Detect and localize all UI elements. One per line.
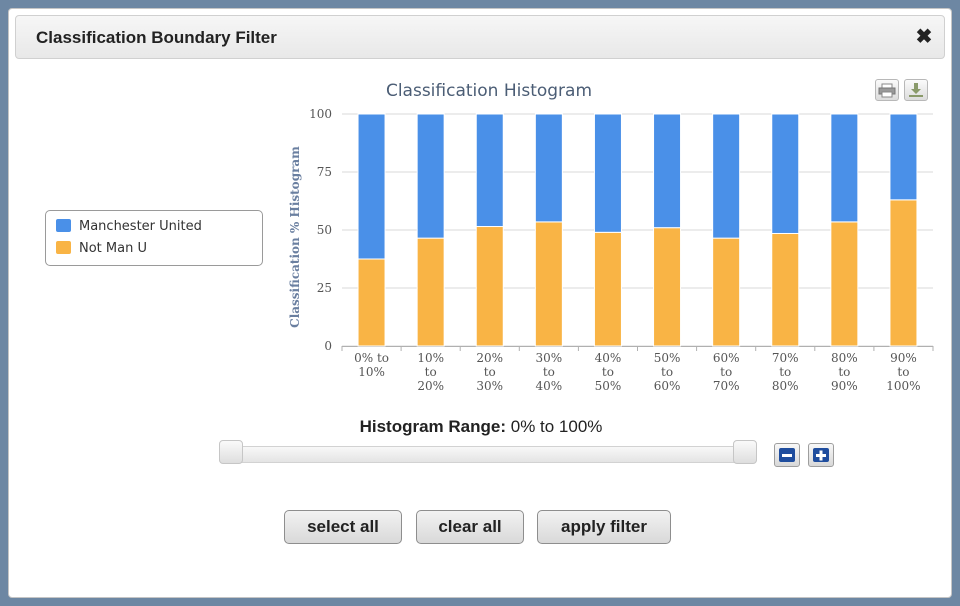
legend-swatch-manchester-united xyxy=(56,219,71,232)
x-tick-label: 60% to 70% xyxy=(713,351,740,393)
x-tick-label: 70% to 80% xyxy=(772,351,799,393)
legend-item-not-man-u[interactable]: Not Man U xyxy=(56,240,147,258)
x-tick-label-line: to xyxy=(661,365,673,379)
x-tick-label-line: 70% xyxy=(772,351,799,365)
x-tick-label: 50% to 60% xyxy=(654,351,681,393)
clear-all-button[interactable]: clear all xyxy=(416,510,524,544)
range-label-value: 0% to 100% xyxy=(510,417,603,436)
x-tick-label: 40% to 50% xyxy=(595,351,622,393)
bar-manchester-united-1[interactable] xyxy=(416,113,445,239)
bar-manchester-united-5[interactable] xyxy=(653,113,682,229)
x-tick-label-line: 50% xyxy=(595,379,622,393)
x-tick-label: 20% to 30% xyxy=(476,351,503,393)
apply-filter-button[interactable]: apply filter xyxy=(537,510,671,544)
x-tick-label-line: 100% xyxy=(886,379,920,393)
plus-icon xyxy=(813,448,829,462)
y-axis-label: Classification % Histogram xyxy=(288,146,302,328)
x-tick-label-line: 90% xyxy=(831,379,858,393)
x-tick-label-line: to xyxy=(425,365,437,379)
dialog-title: Classification Boundary Filter xyxy=(36,28,277,47)
x-tick-label-line: to xyxy=(602,365,614,379)
download-button[interactable] xyxy=(904,79,928,101)
bar-not-man-u-1[interactable] xyxy=(416,237,445,347)
range-label-caption: Histogram Range: xyxy=(359,417,506,436)
legend-label: Not Man U xyxy=(79,241,147,256)
y-tick-label: 50 xyxy=(317,223,332,237)
bars xyxy=(357,113,918,347)
x-tick-label-line: 50% xyxy=(654,351,681,365)
x-tick-label-line: 60% xyxy=(713,351,740,365)
y-tick-label: 100 xyxy=(309,107,332,121)
bar-not-man-u-8[interactable] xyxy=(830,221,859,347)
x-tick-label-line: 20% xyxy=(417,379,444,393)
x-tick-label-line: 80% xyxy=(831,351,858,365)
bar-not-man-u-5[interactable] xyxy=(653,227,682,347)
dialog-titlebar: Classification Boundary Filter ✖ xyxy=(15,15,945,59)
bar-manchester-united-4[interactable] xyxy=(593,113,622,233)
minus-icon xyxy=(779,448,795,462)
x-tick-label-line: 60% xyxy=(654,379,681,393)
y-tick-label: 0 xyxy=(324,339,332,353)
legend-label: Manchester United xyxy=(79,219,202,234)
bar-manchester-united-0[interactable] xyxy=(357,113,386,260)
bar-not-man-u-7[interactable] xyxy=(771,232,800,347)
bar-manchester-united-9[interactable] xyxy=(889,113,918,201)
bar-not-man-u-3[interactable] xyxy=(534,221,563,347)
bar-manchester-united-2[interactable] xyxy=(475,113,504,228)
x-tick-label: 80% to 90% xyxy=(831,351,858,393)
x-tick-label: 90% to 100% xyxy=(886,351,920,393)
x-tick-label-line: 20% xyxy=(476,351,503,365)
classification-boundary-filter-dialog: Classification Boundary Filter ✖ Manches… xyxy=(8,8,952,598)
legend-swatch-not-man-u xyxy=(56,241,71,254)
x-tick-label-line: 40% xyxy=(536,379,563,393)
x-tick-label-line: 70% xyxy=(713,379,740,393)
x-tick-label-line: to xyxy=(779,365,791,379)
x-tick-label-line: 30% xyxy=(536,351,563,365)
x-tick-label-line: 0% to xyxy=(354,351,389,365)
y-tick-label: 75 xyxy=(317,165,332,179)
x-tick-label-line: 80% xyxy=(772,379,799,393)
chart-title: Classification Histogram xyxy=(386,81,592,101)
close-icon[interactable]: ✖ xyxy=(915,26,933,48)
x-tick-label-line: to xyxy=(543,365,555,379)
x-tick-label-line: to xyxy=(720,365,732,379)
bar-not-man-u-2[interactable] xyxy=(475,226,504,347)
download-icon xyxy=(909,83,923,97)
legend-item-manchester-united[interactable]: Manchester United xyxy=(56,218,202,236)
x-tick-label: 0% to 10% xyxy=(354,351,389,379)
print-button[interactable] xyxy=(875,79,899,101)
x-tick-label-line: 10% xyxy=(358,365,385,379)
bar-manchester-united-8[interactable] xyxy=(830,113,859,223)
zoom-in-button[interactable] xyxy=(808,443,834,467)
bar-not-man-u-0[interactable] xyxy=(357,258,386,347)
x-tick-label-line: 40% xyxy=(595,351,622,365)
bar-manchester-united-6[interactable] xyxy=(712,113,741,239)
x-tick-label-line: to xyxy=(838,365,850,379)
bar-manchester-united-3[interactable] xyxy=(534,113,563,223)
bar-not-man-u-6[interactable] xyxy=(712,237,741,347)
range-slider-min-handle[interactable] xyxy=(219,440,243,464)
bar-not-man-u-4[interactable] xyxy=(593,231,622,347)
select-all-button[interactable]: select all xyxy=(284,510,402,544)
chart-legend: Manchester United Not Man U xyxy=(45,210,263,266)
histogram-range-slider[interactable] xyxy=(219,446,757,463)
bar-not-man-u-9[interactable] xyxy=(889,199,918,347)
x-tick-label-line: 10% xyxy=(417,351,444,365)
classification-histogram-chart: Classification Histogram Classification … xyxy=(288,81,934,393)
bar-manchester-united-7[interactable] xyxy=(771,113,800,234)
x-tick-label-line: to xyxy=(484,365,496,379)
histogram-range-label: Histogram Range: 0% to 100% xyxy=(9,417,953,437)
x-tick-label-line: 90% xyxy=(890,351,917,365)
zoom-out-button[interactable] xyxy=(774,443,800,467)
x-tick-label-line: to xyxy=(897,365,909,379)
print-icon xyxy=(878,83,896,98)
y-tick-label: 25 xyxy=(317,281,332,295)
x-tick-label-line: 30% xyxy=(476,379,503,393)
x-tick-label: 30% to 40% xyxy=(536,351,563,393)
range-slider-max-handle[interactable] xyxy=(733,440,757,464)
x-tick-label: 10% to 20% xyxy=(417,351,444,393)
